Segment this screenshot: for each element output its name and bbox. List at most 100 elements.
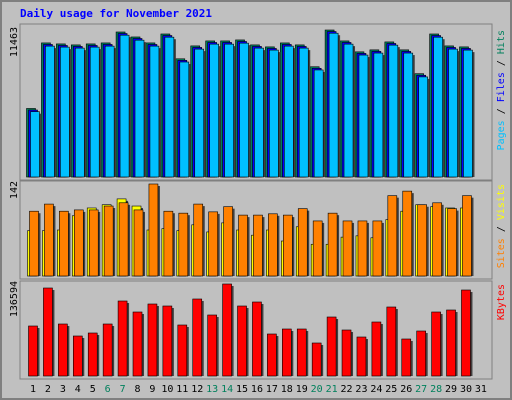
x-tick-label: 26 (400, 384, 412, 395)
bar (73, 209, 84, 277)
legend-entry: Hits (496, 30, 507, 54)
x-tick-label: 4 (75, 384, 81, 395)
bar (402, 190, 413, 277)
bar (446, 309, 456, 377)
bar (327, 212, 338, 277)
bar (132, 311, 143, 377)
x-tick-label: 20 (311, 384, 323, 395)
x-tick-label: 9 (149, 384, 155, 395)
y-tick-label: 136594 (9, 281, 20, 317)
bar (239, 42, 249, 178)
bar (252, 301, 262, 377)
bar (208, 211, 218, 277)
bar (401, 338, 412, 377)
x-tick-label: 27 (415, 384, 427, 395)
bar (194, 48, 205, 178)
bar (207, 314, 217, 377)
bar (311, 342, 322, 377)
legend-entry: Sites (496, 238, 507, 268)
x-tick-label: 15 (236, 384, 248, 395)
bar (417, 204, 427, 277)
y-tick-label: 11463 (9, 27, 20, 57)
bar (104, 45, 115, 178)
legend: Pages / Files / Hits (496, 30, 507, 150)
legend-separator: / (496, 220, 507, 238)
bar (431, 311, 441, 377)
bar (372, 220, 383, 277)
bar (45, 45, 55, 178)
bar (254, 47, 264, 178)
bar (418, 76, 428, 178)
bar (296, 328, 307, 377)
x-tick-label: 21 (326, 384, 338, 395)
bar (102, 323, 113, 377)
bar (356, 336, 367, 377)
bar (298, 47, 309, 178)
bar (162, 305, 173, 377)
bar (268, 213, 278, 277)
bar (134, 39, 145, 178)
bar (313, 69, 324, 178)
bar (238, 214, 248, 277)
bar (432, 202, 442, 277)
bar (284, 45, 294, 178)
legend-entry: Pages (496, 120, 507, 150)
bar (463, 49, 473, 178)
bar (28, 325, 38, 377)
bar (253, 214, 263, 277)
x-tick-label: 11 (176, 384, 188, 395)
x-tick-label: 28 (430, 384, 442, 395)
bar (29, 210, 39, 277)
bar (342, 220, 353, 277)
legend-entry: KBytes (496, 284, 507, 320)
x-tick-label: 16 (251, 384, 263, 395)
bar (387, 195, 398, 277)
legend-entry: Files (496, 72, 507, 102)
bar (192, 298, 203, 377)
bar (103, 205, 114, 277)
bar (388, 44, 399, 178)
x-tick-label: 14 (221, 384, 233, 395)
x-tick-label: 25 (385, 384, 397, 395)
y-tick-label: 142 (9, 181, 20, 199)
bar (44, 203, 54, 277)
bar (88, 209, 99, 277)
x-tick-label: 6 (105, 384, 111, 395)
bar (193, 203, 204, 277)
bar (178, 212, 189, 277)
bar (297, 208, 308, 277)
bar (373, 52, 384, 178)
bar (312, 220, 323, 277)
bar (237, 305, 247, 377)
bar (148, 183, 159, 277)
bar (447, 208, 457, 277)
x-tick-label: 1 (30, 384, 36, 395)
x-tick-label: 3 (60, 384, 66, 395)
x-tick-label: 2 (45, 384, 51, 395)
x-tick-label: 18 (281, 384, 293, 395)
x-tick-label: 7 (120, 384, 126, 395)
bar (72, 335, 83, 377)
x-tick-label: 29 (445, 384, 457, 395)
bar (358, 54, 369, 178)
bar (357, 220, 368, 277)
bar (209, 43, 219, 178)
bar (461, 289, 471, 377)
bar (448, 48, 458, 178)
bar (223, 206, 233, 277)
bar (328, 32, 339, 178)
bar (60, 46, 70, 178)
x-tick-label: 19 (296, 384, 308, 395)
bar (283, 214, 293, 277)
bar (74, 47, 85, 178)
x-tick-label: 5 (90, 384, 96, 395)
bar (222, 283, 232, 377)
bar (343, 43, 354, 178)
bar (177, 324, 188, 377)
x-tick-label: 30 (460, 384, 472, 395)
bar (118, 202, 129, 277)
bar (117, 300, 128, 377)
x-tick-label: 23 (355, 384, 367, 395)
